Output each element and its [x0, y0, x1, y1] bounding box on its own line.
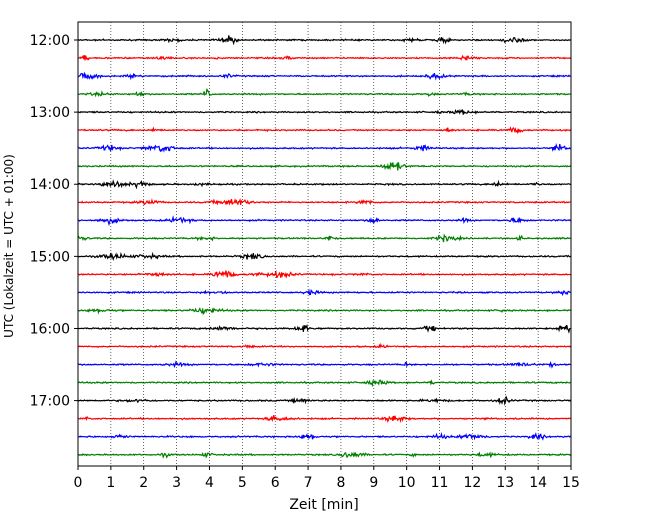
seismogram-trace [77, 251, 572, 261]
y-tick-label: 12:00 [30, 33, 70, 49]
seismogram-trace [77, 142, 572, 153]
x-tick-label: 0 [74, 475, 83, 491]
seismogram-trace [77, 342, 572, 349]
x-tick-label: 4 [205, 475, 214, 491]
x-tick-label: 10 [398, 475, 416, 491]
x-tick-label: 5 [238, 475, 247, 491]
seismogram-trace [77, 179, 572, 190]
seismogram-trace [77, 360, 572, 369]
seismogram-trace [77, 126, 572, 134]
y-tick-label: 17:00 [30, 394, 70, 410]
seismogram-trace [77, 269, 572, 279]
seismogram-trace [77, 71, 572, 81]
x-tick-label: 9 [369, 475, 378, 491]
x-tick-label: 1 [106, 475, 115, 491]
plot-frame [77, 21, 572, 467]
y-axis-title: UTC (Lokalzeit = UTC + 01:00) [2, 154, 16, 338]
x-tick-label: 8 [336, 475, 345, 491]
x-axis: 0 1 2 3 4 5 6 7 8 9 10 11 12 13 14 15 [74, 466, 580, 491]
x-tick-label: 2 [139, 475, 148, 491]
seismogram-trace [77, 233, 572, 243]
seismogram-trace [77, 307, 572, 316]
seismogram-trace [77, 35, 572, 46]
vertical-grid [110, 22, 539, 466]
x-tick-label: 14 [529, 475, 547, 491]
seismogram-trace [77, 88, 572, 98]
y-tick-label: 14:00 [30, 177, 70, 193]
seismogram-trace [77, 54, 572, 61]
trace-group [77, 35, 572, 459]
x-tick-label: 3 [172, 475, 181, 491]
x-tick-label: 15 [562, 475, 580, 491]
y-axis: 12:00 13:00 14:00 15:00 16:00 17:00 [30, 33, 78, 410]
seismogram-trace [77, 323, 572, 334]
seismogram-trace [77, 379, 572, 388]
y-tick-label: 16:00 [30, 321, 70, 337]
seismogram-trace [77, 215, 572, 227]
x-tick-label: 6 [271, 475, 280, 491]
y-tick-label: 13:00 [30, 105, 70, 121]
seismogram-trace [77, 108, 572, 115]
y-tick-label: 15:00 [30, 249, 70, 265]
seismogram-trace [77, 415, 572, 424]
seismogram-trace [77, 431, 572, 441]
seismogram-trace [77, 161, 572, 171]
x-tick-label: 7 [304, 475, 313, 491]
seismogram-trace [77, 197, 572, 206]
seismogram-trace [77, 451, 572, 459]
seismogram-trace [77, 288, 572, 297]
seismogram-trace [77, 395, 572, 406]
x-tick-label: 13 [496, 475, 514, 491]
x-axis-title: Zeit [min] [289, 497, 358, 513]
x-tick-label: 12 [463, 475, 481, 491]
x-tick-label: 11 [431, 475, 449, 491]
